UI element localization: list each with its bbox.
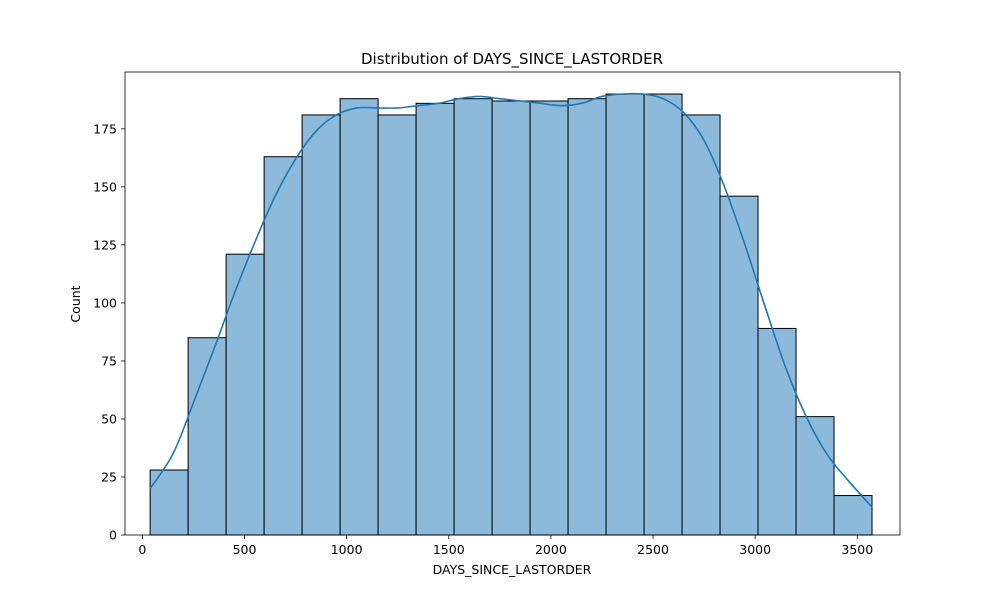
x-tick-label: 1000 (331, 542, 363, 557)
histogram-bar (643, 93, 683, 536)
histogram-bar (453, 98, 493, 536)
histogram-bar (795, 416, 835, 536)
x-tick-label: 2000 (535, 542, 567, 557)
y-tick-label: 0 (109, 528, 117, 543)
histogram-bar (757, 327, 797, 536)
histogram-bar (301, 114, 341, 536)
x-tick-label: 3000 (739, 542, 771, 557)
histogram-bar (263, 156, 303, 536)
kde-layer (149, 92, 873, 508)
histogram-bar (187, 337, 227, 536)
x-tick-label: 0 (138, 542, 146, 557)
x-tick-label: 500 (233, 542, 257, 557)
y-tick-label: 75 (101, 353, 117, 368)
histogram-bar (491, 100, 531, 536)
histogram-bar (529, 100, 569, 536)
x-tick-label: 3500 (841, 542, 873, 557)
y-tick-label: 100 (93, 295, 117, 310)
chart-title: Distribution of DAYS_SINCE_LASTORDER (361, 50, 663, 69)
histogram-bar (377, 114, 417, 536)
histogram-bar (681, 114, 721, 536)
x-tick-label: 2500 (637, 542, 669, 557)
histogram-bar (415, 102, 455, 536)
histogram-bar (833, 495, 873, 536)
y-tick-label: 25 (101, 469, 117, 484)
y-tick-label: 150 (93, 179, 117, 194)
histogram-bar (719, 195, 759, 536)
histogram-bar (605, 93, 645, 536)
y-axis-title: Count (68, 285, 83, 322)
kde-curve (149, 92, 873, 508)
x-axis-ticks: 0 500 1000 1500 2000 2500 3000 3500 (138, 535, 873, 557)
y-tick-label: 50 (101, 411, 117, 426)
x-axis-title: DAYS_SINCE_LASTORDER (433, 562, 592, 577)
histogram-bar (567, 98, 607, 536)
plot-frame (124, 71, 901, 536)
y-tick-label: 175 (93, 121, 117, 136)
x-tick-label: 1500 (433, 542, 465, 557)
histogram-bar (225, 253, 265, 536)
y-axis-ticks: 0 25 50 75 100 125 150 175 (93, 121, 125, 543)
y-tick-label: 125 (93, 237, 117, 252)
histogram-bar (339, 98, 379, 536)
histogram-bars (149, 93, 873, 536)
